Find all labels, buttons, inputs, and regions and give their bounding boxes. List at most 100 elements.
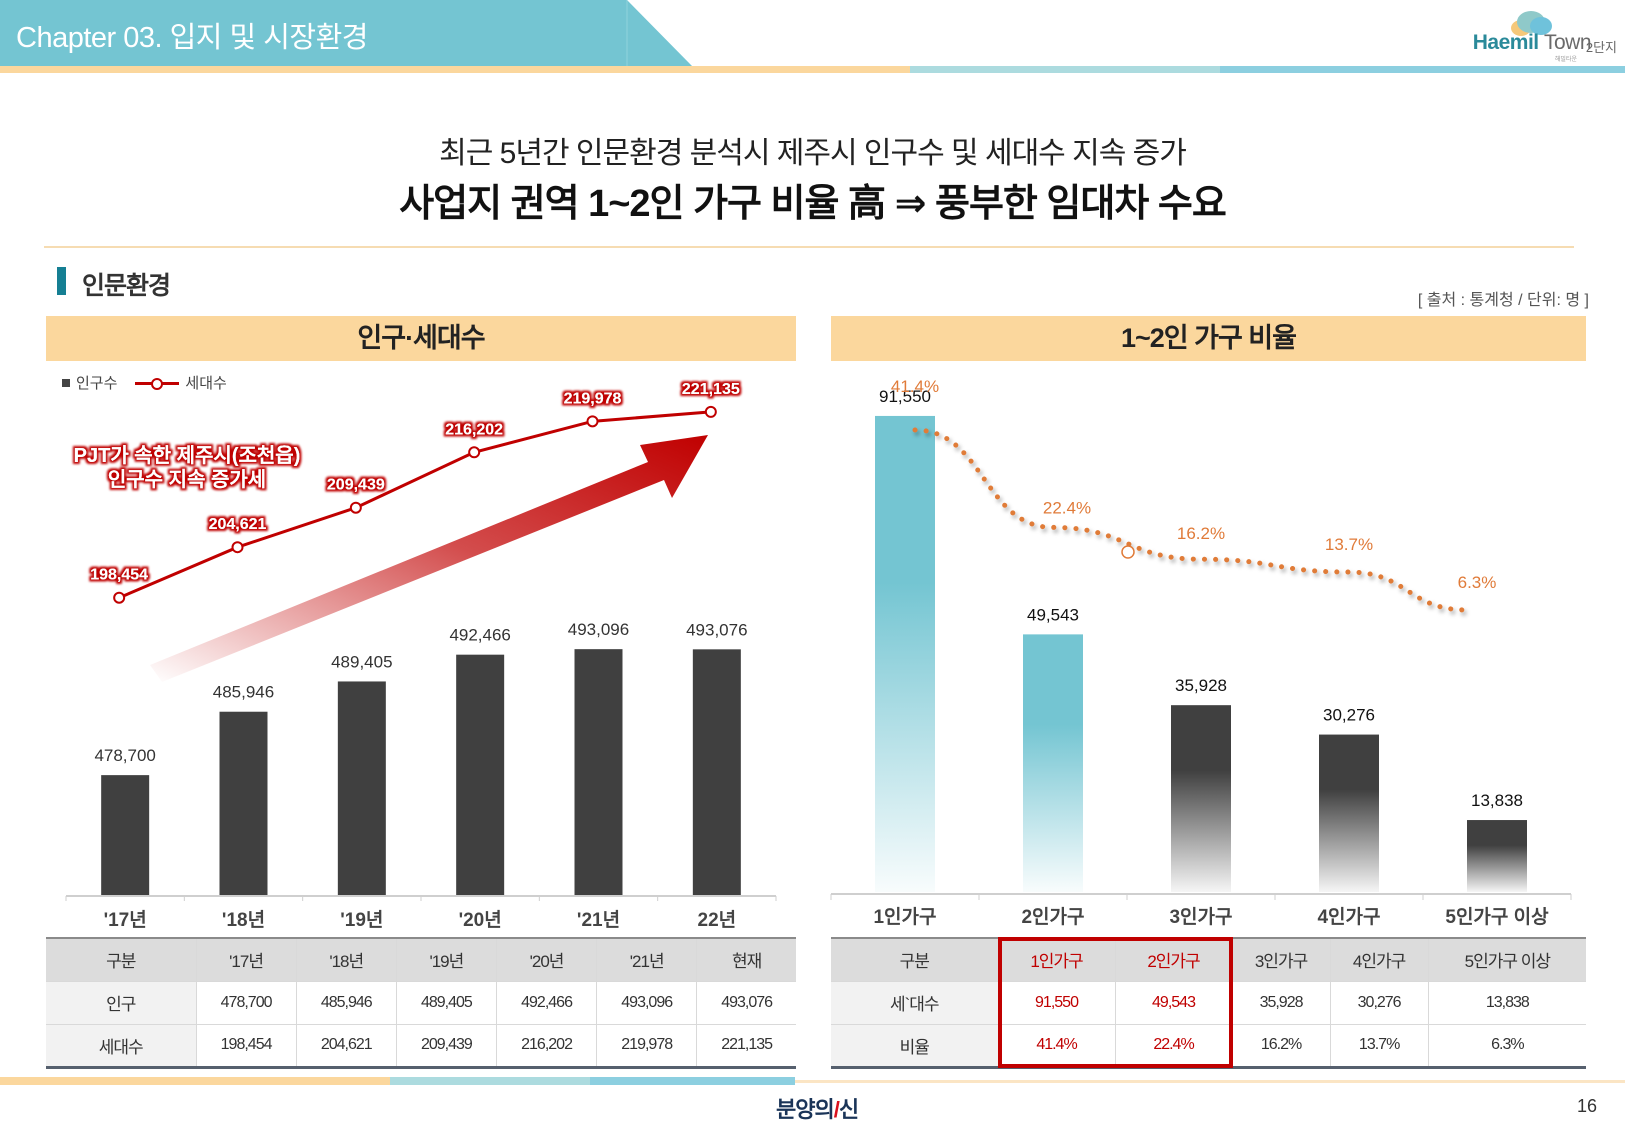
legend-bar-label: 인구수 [76,375,118,392]
household-size-chart: 91,550 1인가구 49,543 2인가구 35,928 3인가구 30,276 4인가구… [830,377,1572,928]
x-tick-label: '19년 [340,909,383,931]
haemil-town-logo [1435,8,1605,64]
ratio-value-label: 22.4% [1043,498,1091,517]
x-tick-label: '21년 [577,909,620,931]
table-row: 비율 41.4% 22.4% 16.2% 13.7% 6.3% [831,1024,1586,1069]
right-panel-header: 1~2인 가구 비율 [831,316,1586,361]
footer-logo: 분양의/신 [776,1092,859,1124]
table-header-cell: '17년 [196,937,297,982]
top-stripe-blue [1220,66,1625,73]
table-cell: 91,550 [998,981,1116,1025]
legend-bar-swatch [62,378,70,387]
logo-wordmark: Haemil Town [1472,31,1592,55]
bar-value-label: 492,466 [449,626,510,645]
footer-logo-slash-icon: / [833,1097,840,1122]
table-header-cell: 현재 [696,937,796,982]
table-cell: 41.4% [998,1024,1116,1069]
households-value-label: 219,978 [564,390,622,407]
bar-households [875,415,935,892]
logo-tiny: 해밀타운 [1554,57,1577,63]
table-header-cell: 구분 [46,937,197,982]
table-header-row: 구분 1인가구 2인가구 3인가구 4인가구 5인가구 이상 [831,937,1586,982]
bar-value-label: 30,276 [1323,706,1375,725]
households-value-label: 204,621 [209,516,267,533]
households-point [113,591,126,604]
bar-households [1023,634,1083,892]
table-cell: 485,946 [296,981,397,1025]
population-table: 구분 '17년 '18년 '19년 '20년 '21년 현재 인구 478,70… [46,937,796,1069]
ratio-value-label: 41.4% [891,377,939,396]
bar-households [1319,734,1379,892]
ratio-value-label: 13.7% [1325,535,1373,554]
x-tick-label: 5인가구 이상 [1445,906,1549,928]
households-point [704,405,717,418]
footer-logo-accent: 신 [838,1097,859,1122]
bar-value-label: 49,543 [1027,605,1079,624]
table-cell: 16.2% [1232,1024,1331,1069]
table-header-cell: 1인가구 [998,937,1116,982]
table-cell: 493,096 [596,981,698,1025]
divider [44,246,1574,248]
table-cell: 492,466 [496,981,598,1025]
ratio-dotted-line [912,427,1470,613]
table-row-label: 세`대수 [831,981,999,1025]
legend-line-swatch [135,377,180,390]
table-cell: 198,454 [196,1024,297,1069]
table-row: 세대수 198,454 204,621 209,439 216,202 219,… [46,1024,796,1069]
population-households-chart: 478,700 '17년 485,946 '18년 489,405 '19년 492,466… [65,381,777,931]
logo-sub: 2단지 [1585,40,1617,55]
table-header-cell: '21년 [596,937,698,982]
households-value-label: 209,439 [327,477,385,494]
table-header-cell: '19년 [396,937,497,982]
chart-legend: 인구수 세대수 [62,372,227,393]
ratio-value-label: 6.3% [1458,573,1497,592]
table-cell: 30,276 [1330,981,1429,1025]
bar-value-label: 35,928 [1175,676,1227,695]
table-cell: 22.4% [1115,1024,1233,1069]
bar-value-label: 91,550 [879,387,931,406]
table-row-label: 인구 [46,981,197,1025]
households-point [586,415,599,428]
logo-brand: Haemil [1472,31,1539,54]
x-tick-label: '17년 [104,909,147,931]
x-tick-label: '18년 [222,909,265,931]
table-cell: 49,543 [1115,981,1233,1025]
bar-value-label: 493,096 [568,620,629,639]
table-cell: 13.7% [1330,1024,1429,1069]
household-table: 구분 1인가구 2인가구 3인가구 4인가구 5인가구 이상 세`대수 91,5… [831,937,1586,1069]
cloud-logo-icon [1511,11,1552,36]
bar-value-label: 485,946 [213,683,274,702]
households-point [231,541,244,554]
bar-households [1171,705,1231,892]
bottom-stripe-blue [590,1077,795,1085]
annotation-line-1: PJT가 속한 제주시(조천읍) [74,444,301,467]
trend-arrow [150,435,708,682]
bar-value-label: 478,700 [94,746,155,765]
bar-population [456,654,505,895]
households-point [349,501,362,514]
table-cell: 489,405 [396,981,497,1025]
page-number: 16 [1576,1096,1597,1116]
x-tick-label: 2인가구 [1021,906,1084,928]
x-tick-label: 1인가구 [873,906,936,928]
table-cell: 219,978 [596,1024,698,1069]
table-header-cell: 3인가구 [1232,937,1331,982]
x-tick-label: 22년 [698,909,737,931]
chapter-banner: Chapter 03. 입지 및 시장환경 [0,0,700,66]
table-cell: 478,700 [196,981,297,1025]
table-header-cell: 구분 [831,937,999,982]
bar-population [692,649,741,895]
table-row: 세`대수 91,550 49,543 35,928 30,276 13,838 [831,981,1586,1025]
bar-value-label: 489,405 [331,652,392,671]
section-title: 인문환경 [82,272,171,300]
households-point [468,446,481,459]
legend-line-label: 세대수 [185,375,227,392]
x-tick-label: '20년 [459,909,502,931]
source-note: [ 출처 : 통계청 / 단위: 명 ] [1417,292,1589,309]
bar-population [574,649,623,895]
table-row-label: 세대수 [46,1024,197,1069]
table-cell: 493,076 [696,981,796,1025]
table-cell: 209,439 [396,1024,497,1069]
table-cell: 216,202 [496,1024,598,1069]
left-panel-header: 인구·세대수 [46,316,796,361]
